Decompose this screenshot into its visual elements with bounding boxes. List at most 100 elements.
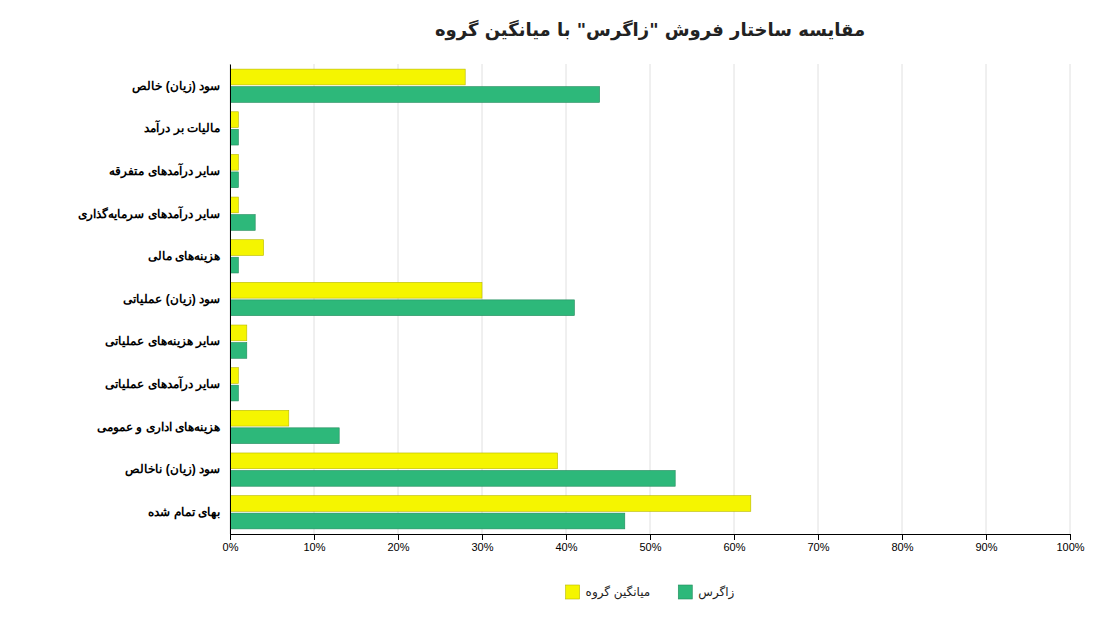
tick-label: 100% bbox=[1056, 541, 1084, 553]
y-axis: سود (زیان) خالص مالیات بر درآمد سایر درآمد… bbox=[78, 65, 230, 535]
tick: سایر هزینه‌های عملیاتی bbox=[105, 334, 230, 349]
legend-label: میانگین گروه bbox=[586, 585, 651, 600]
tick-label: سود (زیان) ناخالص bbox=[125, 462, 220, 477]
tick: 30% bbox=[471, 534, 493, 553]
tick: مالیات بر درآمد bbox=[144, 119, 230, 136]
tick: سایر درآمدهای عملیاتی bbox=[105, 375, 230, 392]
tick: 60% bbox=[723, 534, 745, 553]
legend-item: میانگین گروه bbox=[566, 585, 651, 600]
tick-label: سایر درآمدهای عملیاتی bbox=[105, 375, 220, 392]
tick-label: 0% bbox=[223, 541, 239, 553]
tick-mark bbox=[314, 534, 315, 540]
tick-mark bbox=[398, 534, 399, 540]
tick-mark bbox=[566, 534, 567, 540]
tick-mark bbox=[818, 534, 819, 540]
grid-line bbox=[1070, 64, 1071, 534]
tick-label: سایر درآمدهای سرمایه‌گذاری bbox=[78, 205, 220, 222]
bar bbox=[230, 300, 574, 316]
tick: 50% bbox=[639, 534, 661, 553]
tick-label: 80% bbox=[891, 541, 913, 553]
grid bbox=[230, 64, 1070, 534]
bar bbox=[230, 69, 465, 85]
tick-label: سود (زیان) خالص bbox=[132, 79, 220, 94]
tick: 100% bbox=[1056, 534, 1084, 553]
title: مقایسه ساختار فروش "زاگرس" با میانگین گر… bbox=[435, 19, 865, 41]
legend-swatch bbox=[678, 585, 692, 599]
bar bbox=[230, 172, 238, 188]
bar bbox=[230, 496, 751, 512]
tick: 80% bbox=[891, 534, 913, 553]
bar bbox=[230, 325, 247, 341]
tick: سایر درآمدهای متفرقه bbox=[109, 162, 230, 179]
tick: 70% bbox=[807, 534, 829, 553]
tick-label: هزینه‌های اداری و عمومی bbox=[97, 420, 220, 435]
bar bbox=[230, 282, 482, 298]
x-axis: 0% 10% 20% 30% 40% 50% 60% 70% 80% 90% 100% bbox=[223, 534, 1085, 553]
tick-label: سایر درآمدهای متفرقه bbox=[109, 162, 220, 179]
grid-line bbox=[230, 64, 231, 534]
tick: بهای تمام شده bbox=[148, 505, 230, 520]
tick-mark bbox=[902, 534, 903, 540]
bar bbox=[230, 368, 238, 384]
legend: میانگین گروه زاگرس bbox=[566, 585, 735, 600]
tick: سود (زیان) خالص bbox=[132, 79, 230, 94]
tick-label: مالیات بر درآمد bbox=[144, 119, 220, 136]
tick-mark bbox=[482, 534, 483, 540]
tick-label: هزینه‌های مالی bbox=[148, 249, 220, 264]
bar bbox=[230, 470, 675, 486]
bar bbox=[230, 257, 238, 273]
axis-line bbox=[230, 65, 231, 535]
tick-label: سود (زیان) عملیاتی bbox=[123, 292, 220, 307]
grid-line bbox=[902, 64, 903, 534]
chart: مقایسه ساختار فروش "زاگرس" با میانگین گر… bbox=[0, 0, 1110, 630]
grid-line bbox=[650, 64, 651, 534]
tick-label: 20% bbox=[387, 541, 409, 553]
bar bbox=[230, 513, 625, 529]
tick-mark bbox=[230, 534, 231, 540]
bar bbox=[230, 410, 289, 426]
axis-line bbox=[231, 535, 1071, 541]
tick-mark bbox=[1070, 534, 1071, 540]
tick: سود (زیان) ناخالص bbox=[125, 462, 230, 477]
bar bbox=[230, 453, 558, 469]
tick-label: 60% bbox=[723, 541, 745, 553]
grid-line bbox=[986, 64, 987, 534]
tick-label: 50% bbox=[639, 541, 661, 553]
bar bbox=[230, 112, 238, 128]
tick-mark bbox=[734, 534, 735, 540]
tick: سود (زیان) عملیاتی bbox=[123, 292, 230, 307]
grid-line bbox=[818, 64, 819, 534]
tick-mark bbox=[986, 534, 987, 540]
tick: 40% bbox=[555, 534, 577, 553]
tick-label: 30% bbox=[471, 541, 493, 553]
tick-label: بهای تمام شده bbox=[148, 505, 220, 520]
tick-mark bbox=[650, 534, 651, 540]
legend-item: زاگرس bbox=[678, 585, 734, 600]
tick-label: 90% bbox=[975, 541, 997, 553]
legend-label: زاگرس bbox=[698, 585, 734, 600]
grid-line bbox=[734, 64, 735, 534]
tick: 20% bbox=[387, 534, 409, 553]
tick-label: سایر هزینه‌های عملیاتی bbox=[105, 334, 220, 349]
bar bbox=[230, 215, 255, 231]
plot: 0% 10% 20% 30% 40% 50% 60% 70% 80% 90% 100% سود (زی… bbox=[78, 64, 1084, 553]
bar bbox=[230, 343, 247, 359]
bar bbox=[230, 129, 238, 145]
tick: هزینه‌های مالی bbox=[148, 249, 230, 264]
tick: 0% bbox=[223, 534, 239, 553]
bar bbox=[230, 154, 238, 170]
tick-label: 70% bbox=[807, 541, 829, 553]
tick: 90% bbox=[975, 534, 997, 553]
bar bbox=[230, 240, 264, 256]
bar bbox=[230, 428, 339, 444]
tick-label: 10% bbox=[303, 541, 325, 553]
bar bbox=[230, 385, 238, 401]
tick-label: 40% bbox=[555, 541, 577, 553]
bar bbox=[230, 197, 238, 213]
bars bbox=[230, 69, 751, 529]
bar bbox=[230, 87, 600, 103]
tick: 10% bbox=[303, 534, 325, 553]
tick: سایر درآمدهای سرمایه‌گذاری bbox=[78, 205, 230, 222]
tick: هزینه‌های اداری و عمومی bbox=[97, 420, 230, 435]
grid-line bbox=[566, 64, 567, 534]
